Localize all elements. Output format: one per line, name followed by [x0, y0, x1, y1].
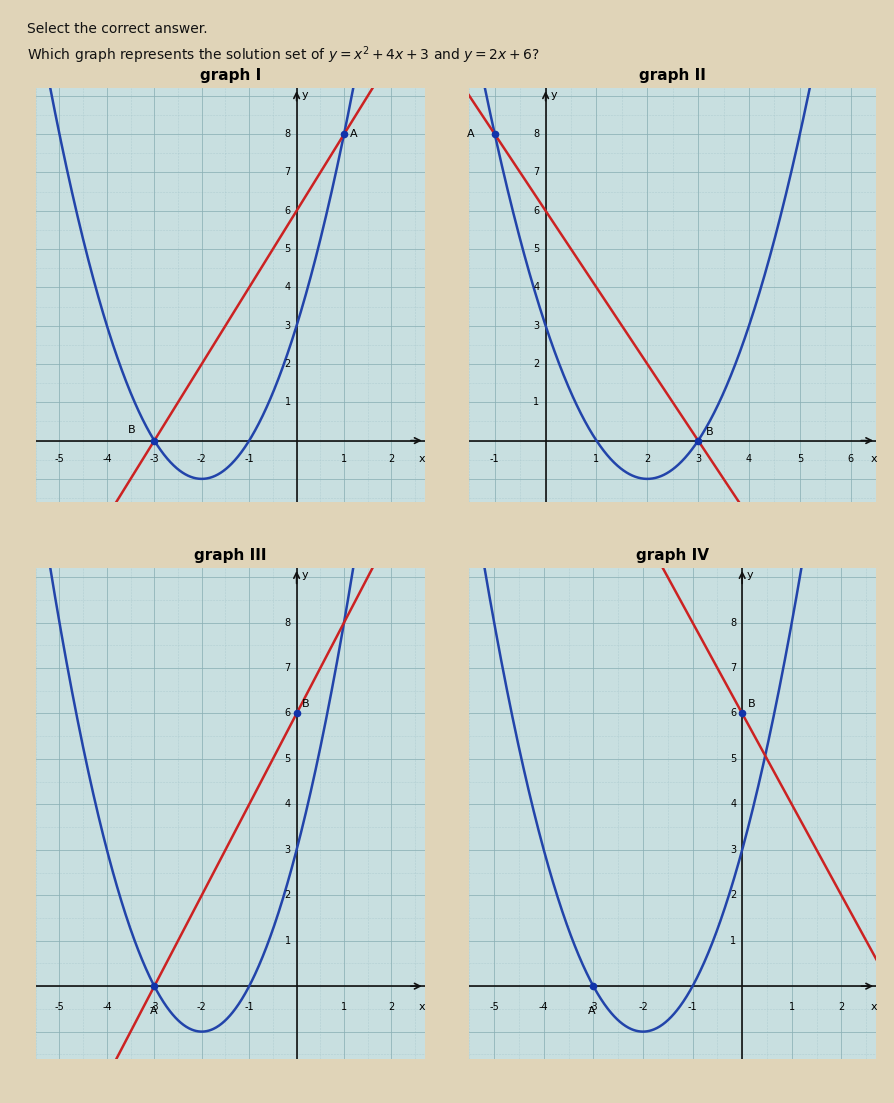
Text: x: x — [870, 454, 877, 464]
Text: -2: -2 — [197, 1002, 207, 1013]
Text: 6: 6 — [730, 708, 737, 718]
Text: 2: 2 — [730, 890, 737, 900]
Text: -5: -5 — [55, 454, 64, 464]
Text: -1: -1 — [244, 454, 254, 464]
Text: 5: 5 — [284, 244, 291, 254]
Text: 1: 1 — [341, 1002, 347, 1013]
Text: -1: -1 — [687, 1002, 697, 1013]
Text: y: y — [747, 570, 754, 580]
Text: 3: 3 — [534, 321, 539, 331]
Text: 8: 8 — [730, 618, 737, 628]
Text: 5: 5 — [730, 754, 737, 764]
Text: 7: 7 — [284, 663, 291, 673]
Text: A: A — [588, 1006, 596, 1016]
Text: -4: -4 — [102, 1002, 112, 1013]
Text: 6: 6 — [285, 206, 291, 216]
Text: 7: 7 — [730, 663, 737, 673]
Text: 1: 1 — [594, 454, 600, 464]
Text: 2: 2 — [388, 454, 394, 464]
Text: -4: -4 — [539, 1002, 549, 1013]
Text: 7: 7 — [284, 168, 291, 178]
Text: y: y — [301, 570, 308, 580]
Text: 3: 3 — [730, 845, 737, 855]
Text: graph I: graph I — [199, 67, 261, 83]
Text: A: A — [467, 129, 475, 139]
Text: x: x — [871, 1002, 877, 1013]
Text: graph II: graph II — [639, 67, 706, 83]
Text: 1: 1 — [730, 935, 737, 945]
Text: 1: 1 — [285, 397, 291, 407]
Text: 1: 1 — [534, 397, 539, 407]
Text: B: B — [302, 699, 310, 709]
Text: 2: 2 — [388, 1002, 394, 1013]
Text: 1: 1 — [789, 1002, 795, 1013]
Text: -4: -4 — [102, 454, 112, 464]
Text: -5: -5 — [489, 1002, 499, 1013]
Text: B: B — [705, 427, 713, 437]
Text: 5: 5 — [797, 454, 803, 464]
Text: 5: 5 — [533, 244, 539, 254]
Text: A: A — [149, 1006, 157, 1016]
Text: 3: 3 — [285, 845, 291, 855]
Text: -3: -3 — [588, 1002, 598, 1013]
Text: 6: 6 — [534, 206, 539, 216]
Text: 7: 7 — [533, 168, 539, 178]
Text: 3: 3 — [696, 454, 701, 464]
Text: Select the correct answer.: Select the correct answer. — [27, 22, 207, 36]
Text: B: B — [128, 425, 136, 435]
Text: 8: 8 — [534, 129, 539, 139]
Text: -2: -2 — [197, 454, 207, 464]
Text: graph IV: graph IV — [637, 547, 709, 563]
Text: 6: 6 — [848, 454, 854, 464]
Text: -5: -5 — [55, 1002, 64, 1013]
Text: -3: -3 — [149, 454, 159, 464]
Text: 4: 4 — [285, 282, 291, 292]
Text: y: y — [301, 90, 308, 100]
Text: -2: -2 — [638, 1002, 648, 1013]
Text: -3: -3 — [149, 1002, 159, 1013]
Text: 2: 2 — [645, 454, 651, 464]
Text: 4: 4 — [285, 800, 291, 810]
Text: 4: 4 — [730, 800, 737, 810]
Text: Which graph represents the solution set of $y = x^2 + 4x + 3$ and $y = 2x + 6$?: Which graph represents the solution set … — [27, 44, 540, 66]
Text: 2: 2 — [284, 358, 291, 370]
Text: 8: 8 — [285, 129, 291, 139]
Text: 1: 1 — [285, 935, 291, 945]
Text: 6: 6 — [285, 708, 291, 718]
Text: -1: -1 — [490, 454, 500, 464]
Text: -1: -1 — [244, 1002, 254, 1013]
Text: 4: 4 — [534, 282, 539, 292]
Text: 2: 2 — [839, 1002, 845, 1013]
Text: x: x — [419, 1002, 426, 1013]
Text: x: x — [419, 454, 426, 464]
Text: 2: 2 — [533, 358, 539, 370]
Text: A: A — [350, 129, 358, 139]
Text: B: B — [748, 699, 755, 709]
Text: 4: 4 — [746, 454, 752, 464]
Text: graph III: graph III — [194, 547, 266, 563]
Text: 2: 2 — [284, 890, 291, 900]
Text: 1: 1 — [341, 454, 347, 464]
Text: y: y — [551, 90, 557, 100]
Text: 8: 8 — [285, 618, 291, 628]
Text: 3: 3 — [285, 321, 291, 331]
Text: 5: 5 — [284, 754, 291, 764]
